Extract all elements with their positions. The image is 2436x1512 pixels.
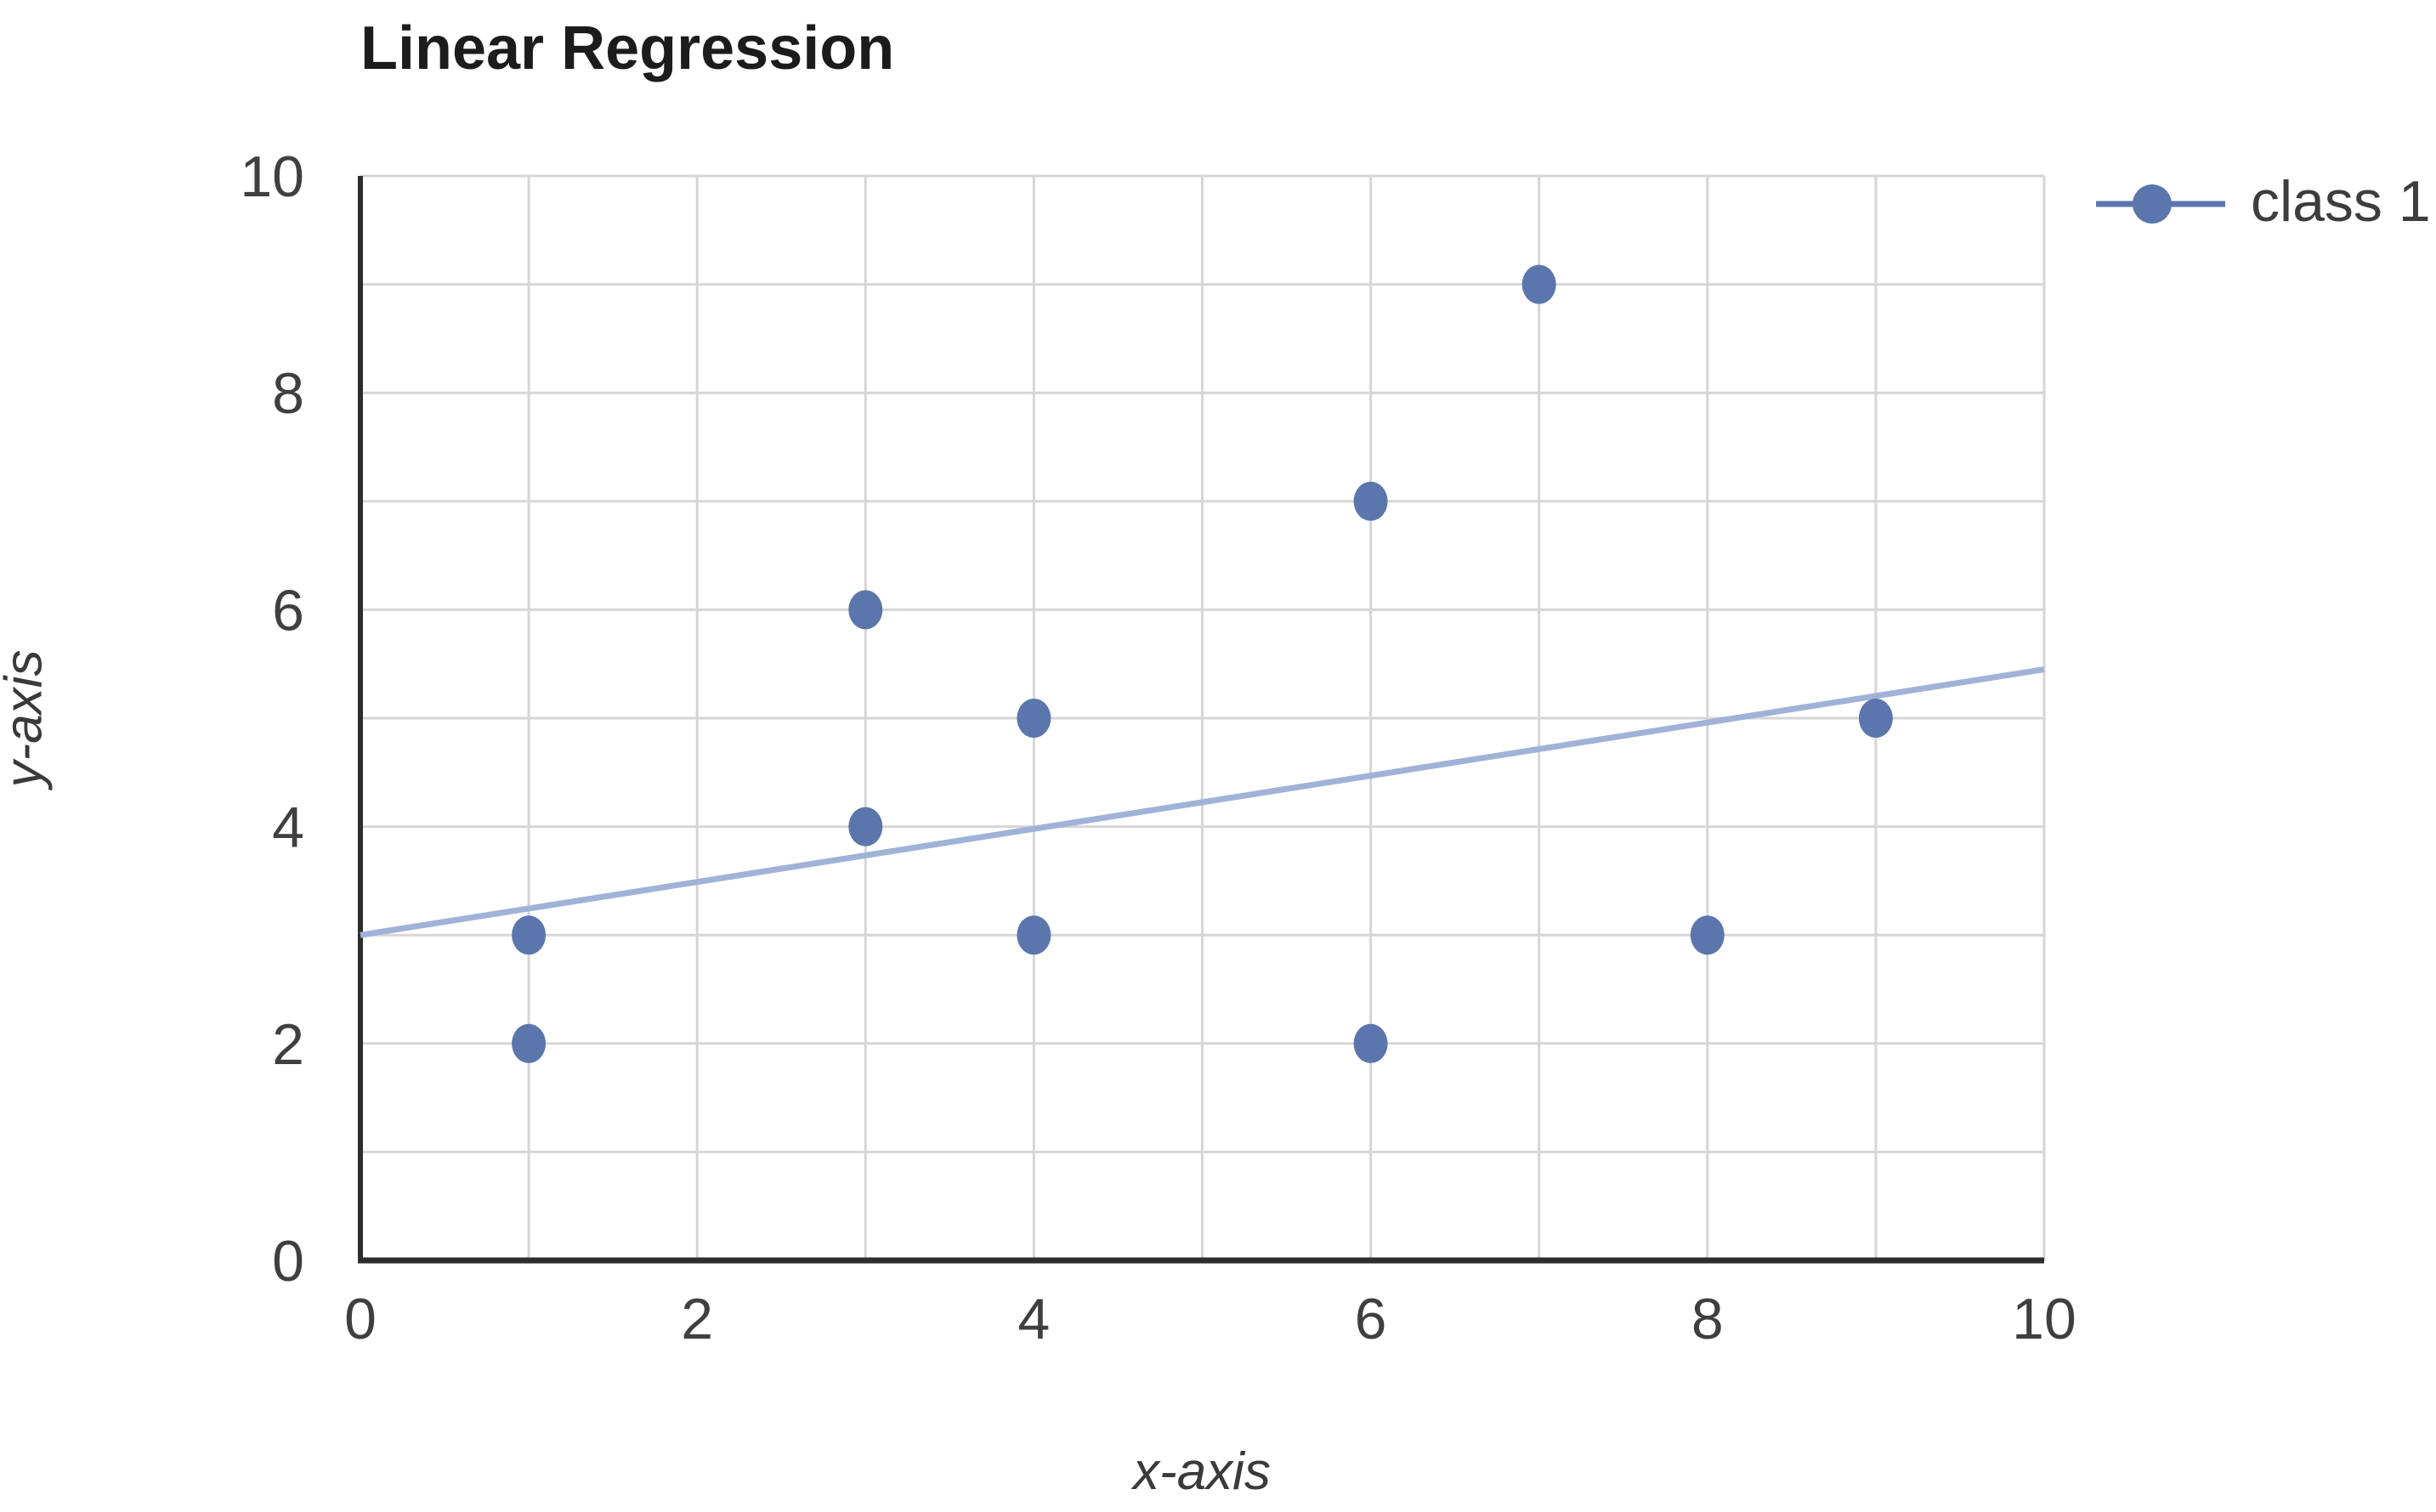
y-tick-label: 4 [272,796,304,860]
data-point [512,1023,547,1063]
x-tick-label: 0 [344,1287,377,1351]
trend-line [360,666,2045,938]
x-tick-label: 2 [681,1287,713,1351]
legend-marker-icon [2096,184,2225,224]
data-point [848,590,883,630]
data-point [1353,481,1388,521]
y-tick-label: 8 [272,361,304,426]
data-point [512,915,547,955]
data-point [1017,915,1051,955]
y-tick-label: 6 [272,578,304,643]
x-tick-label: 10 [2012,1287,2076,1351]
x-tick-label: 8 [1691,1287,1724,1351]
y-axis-title: y-axis [0,649,54,788]
y-tick-label: 10 [240,144,304,209]
data-point [1353,1023,1388,1063]
legend: class 1 [2093,168,2431,235]
legend-dot [2133,184,2172,224]
x-tick-label: 4 [1017,1287,1050,1351]
chart-title: Linear Regression [360,14,895,82]
y-tick-label: 0 [272,1229,304,1294]
legend-label: class 1 [2251,169,2431,234]
data-point [1521,264,1556,304]
data-point [1690,915,1725,955]
x-tick-label: 6 [1355,1287,1387,1351]
x-axis-title: x-axis [1133,1442,1271,1501]
data-point [1858,699,1893,738]
data-point [848,807,883,847]
data-point [1017,699,1051,738]
y-tick-label: 2 [272,1012,304,1077]
